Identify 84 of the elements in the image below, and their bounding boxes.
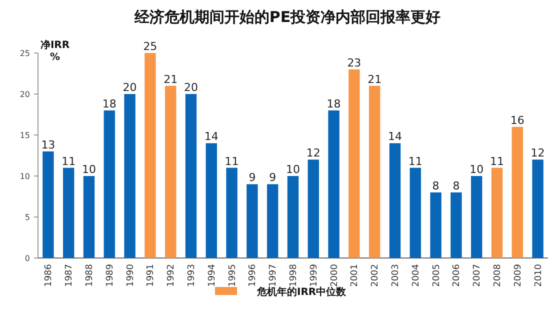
data-label: 21 — [164, 72, 178, 86]
data-label: 10 — [286, 163, 300, 176]
bar — [226, 168, 238, 258]
x-tick-label: 1994 — [207, 264, 218, 287]
data-label: 8 — [432, 179, 440, 192]
x-tick-label: 2005 — [432, 264, 442, 287]
x-tick-label: 1998 — [289, 264, 299, 287]
data-label: 18 — [326, 97, 341, 110]
data-label: 20 — [122, 81, 137, 94]
data-label: 11 — [62, 154, 76, 168]
bar — [287, 176, 299, 258]
bar — [430, 192, 442, 258]
data-label: 8 — [452, 179, 460, 192]
bar — [266, 184, 278, 258]
x-tick-label: 1991 — [146, 264, 156, 287]
bar — [42, 151, 54, 258]
bar — [83, 176, 95, 258]
x-tick-label: 1997 — [268, 264, 279, 287]
data-label: 16 — [510, 114, 524, 127]
x-tick-label: 2010 — [534, 264, 544, 287]
data-label: 9 — [248, 171, 256, 184]
x-tick-label: 2007 — [472, 264, 483, 287]
x-tick-label: 2006 — [452, 264, 462, 287]
y-tick-label: 20 — [20, 90, 30, 99]
bar — [470, 176, 482, 258]
data-label: 23 — [347, 56, 362, 70]
bar — [389, 143, 401, 258]
x-tick-label: 1987 — [64, 264, 75, 287]
data-label: 20 — [184, 81, 198, 94]
data-label: 14 — [388, 130, 402, 144]
bar — [450, 192, 462, 258]
x-tick-label: 2001 — [350, 264, 360, 287]
data-label: 13 — [41, 138, 56, 152]
x-tick-label: 2000 — [330, 264, 340, 287]
bar — [246, 184, 258, 258]
data-label: 12 — [306, 146, 320, 160]
y-tick-label: 5 — [24, 213, 30, 222]
bar — [368, 86, 380, 258]
chart-title: 经济危机期间开始的PE投资净内部回报率更好 — [133, 8, 441, 26]
bar — [512, 126, 524, 258]
x-tick-label: 1996 — [248, 264, 258, 287]
data-label: 14 — [204, 130, 218, 144]
x-tick-label: 1995 — [228, 264, 238, 287]
y-tick-label: 15 — [20, 131, 30, 140]
x-tick-label: 1988 — [85, 264, 95, 287]
x-tick-label: 2008 — [493, 264, 503, 287]
x-tick-label: 1990 — [126, 264, 136, 287]
bar — [532, 160, 544, 258]
data-label: 10 — [470, 163, 484, 176]
bar — [124, 94, 136, 258]
bar — [308, 160, 320, 258]
bar — [491, 168, 503, 258]
y-tick-label: 10 — [20, 172, 30, 181]
bar — [328, 110, 340, 258]
bar — [185, 94, 197, 258]
bar — [164, 86, 176, 258]
bar — [410, 168, 422, 258]
x-tick-label: 1999 — [309, 264, 320, 287]
data-label: 10 — [82, 163, 96, 176]
y-tick-label: 25 — [20, 49, 30, 58]
y-tick-label: 0 — [24, 254, 30, 263]
legend-label: 危机年的IRR中位数 — [256, 286, 348, 298]
data-label: 11 — [490, 154, 504, 168]
data-label: 25 — [143, 40, 158, 53]
x-tick-label: 1992 — [166, 264, 177, 287]
bar — [104, 110, 116, 258]
data-label: 18 — [102, 97, 116, 110]
bar — [348, 69, 360, 258]
x-tick-label: 2002 — [370, 264, 381, 287]
x-tick-label: 1989 — [105, 264, 116, 287]
x-tick-label: 2003 — [391, 264, 401, 287]
x-tick-label: 1986 — [44, 264, 54, 287]
bar — [62, 168, 74, 258]
data-label: 11 — [408, 154, 422, 168]
x-tick-label: 2004 — [411, 264, 422, 287]
data-label: 12 — [530, 146, 545, 160]
data-label: 21 — [368, 72, 382, 86]
y-axis-title: 净IRR % — [40, 39, 70, 63]
data-label: 9 — [269, 171, 276, 184]
x-tick-label: 2009 — [513, 264, 524, 287]
bar — [206, 143, 218, 258]
bar — [144, 53, 156, 258]
x-tick-label: 1993 — [187, 264, 197, 287]
data-label: 11 — [224, 154, 239, 168]
